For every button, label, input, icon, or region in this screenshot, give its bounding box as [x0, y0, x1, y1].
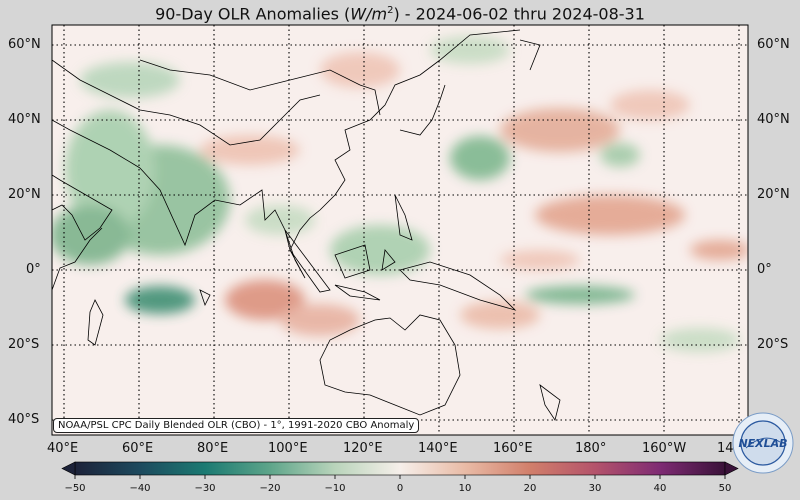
lon-label: 180° — [575, 441, 607, 456]
data-source-credit: NOAA/PSL CPC Daily Blended OLR (CBO) - 1… — [53, 418, 420, 433]
svg-text:NEXLAB: NEXLAB — [738, 437, 787, 450]
lon-label: 140°E — [418, 441, 458, 456]
nexlab-logo: NEXLAB — [732, 412, 794, 474]
map-frame — [51, 24, 749, 436]
colorbar-tick-label: −40 — [129, 483, 151, 494]
colorbar-tick-label: 10 — [458, 483, 472, 494]
colorbar-tick-label: −50 — [64, 483, 86, 494]
colorbar-tick-label: −10 — [324, 483, 346, 494]
colorbar-tick-label: 50 — [718, 483, 732, 494]
lat-label-right: 40°N — [757, 112, 790, 127]
lat-label-left: 40°S — [8, 412, 40, 427]
lat-label-left: 60°N — [8, 37, 41, 52]
lat-label-right: 0° — [757, 262, 772, 277]
lat-label-left: 20°N — [8, 187, 41, 202]
lat-label-left: 0° — [26, 262, 41, 277]
lat-label-left: 40°N — [8, 112, 41, 127]
lat-label-right: 20°S — [757, 337, 789, 352]
anomaly-field — [52, 25, 748, 435]
lon-label: 100°E — [268, 441, 308, 456]
colorbar-tick-label: 0 — [396, 483, 404, 494]
coastlines — [52, 29, 561, 421]
lon-label: 40°E — [47, 441, 79, 456]
lon-label: 80°E — [197, 441, 229, 456]
lon-label: 14 — [717, 441, 734, 456]
map-title: 90-Day OLR Anomalies (W/m2) - 2024-06-02… — [155, 4, 645, 24]
lon-label: 160°E — [493, 441, 533, 456]
colorbar-tick-label: 40 — [653, 483, 667, 494]
colorbar — [61, 461, 739, 479]
lon-label: 120°E — [343, 441, 383, 456]
colorbar-tick-label: −30 — [194, 483, 216, 494]
colorbar-tick-label: 20 — [523, 483, 537, 494]
lat-label-left: 20°S — [8, 337, 40, 352]
colorbar-min-extend — [61, 461, 76, 476]
lon-label: 60°E — [122, 441, 154, 456]
lat-label-right: 60°N — [757, 37, 790, 52]
colorbar-max-extend — [724, 461, 739, 476]
colorbar-tick-label: 30 — [588, 483, 602, 494]
colorbar-tick-label: −20 — [259, 483, 281, 494]
lon-label: 160°W — [642, 441, 687, 456]
lat-label-right: 20°N — [757, 187, 790, 202]
